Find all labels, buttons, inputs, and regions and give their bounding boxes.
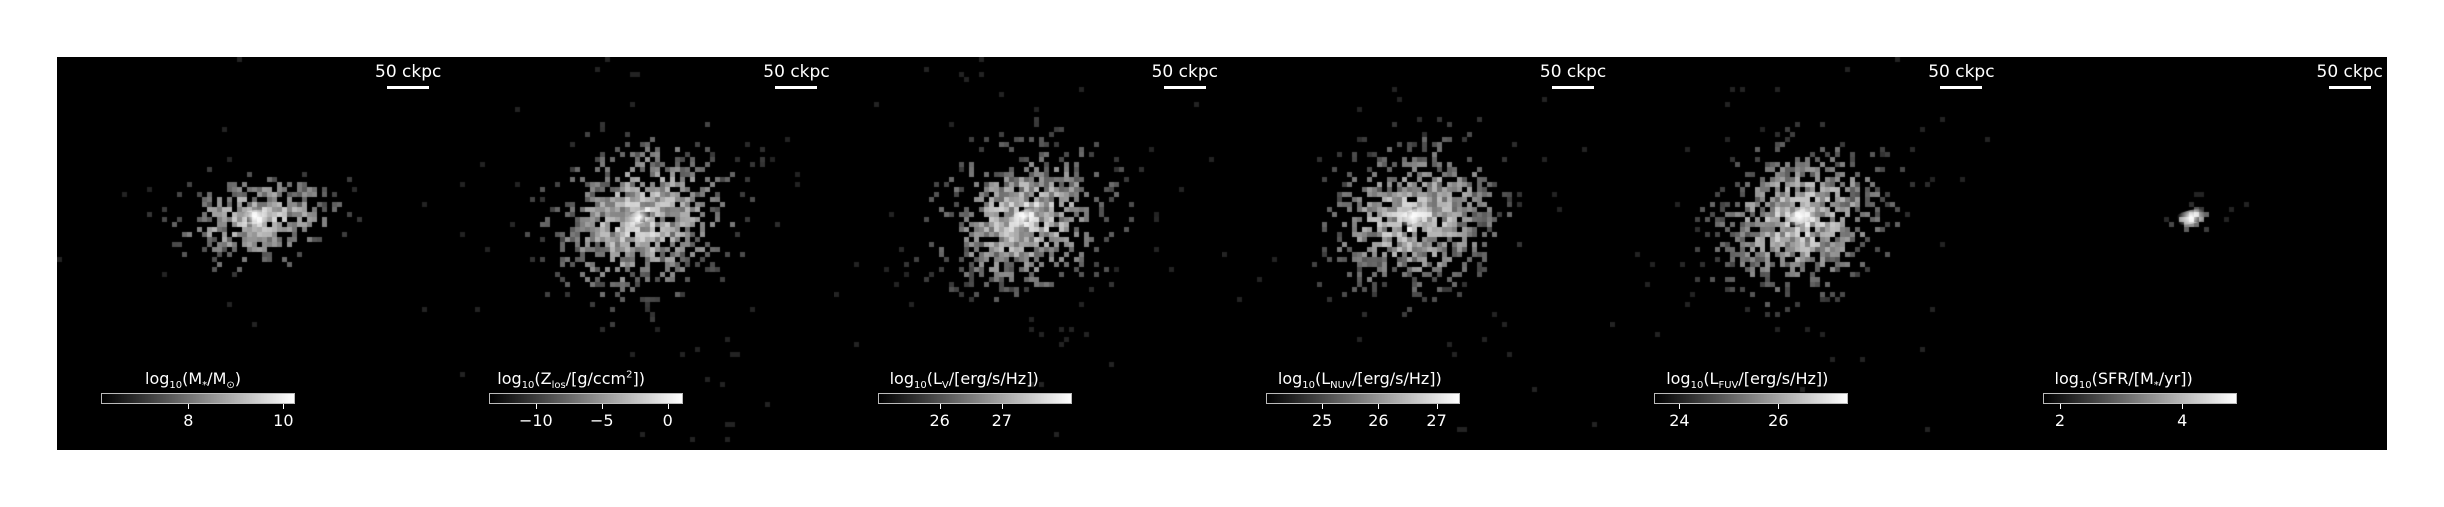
colorbar-tick [1378,404,1380,409]
scale-bar-label: 50 ckpc [1928,62,1995,82]
galaxy-pixel-map [1998,57,2387,450]
colorbar [1265,393,1460,404]
colorbar-label: log10(LFUV/[erg/s/Hz]) [1666,369,1829,392]
colorbar-label: log10(M*/M⊙) [145,369,242,392]
colorbar-tick [1679,404,1681,409]
colorbar-tick [1436,404,1438,409]
colorbar-tick [535,404,537,409]
colorbar-tick-label: 0 [662,411,673,430]
colorbar-tick-label: 26 [929,411,950,430]
colorbar [2042,393,2237,404]
scale-bar [2328,86,2371,89]
colorbar-tick-label: 27 [991,411,1012,430]
scale-bar [387,86,429,89]
colorbar-tick [667,404,669,409]
colorbar-tick [939,404,941,409]
colorbar [877,393,1072,404]
colorbar-tick [2182,404,2184,409]
galaxy-map-strip: 50 ckpc log10(M*/M⊙) 8 10 50 ckpc log10(Zlos/… [57,57,2387,450]
colorbar-tick-label: 8 [183,411,194,430]
colorbar-label: log10(LV/[erg/s/Hz]) [889,369,1039,392]
colorbar-tick-label: 25 [1311,411,1333,430]
galaxy-pixel-map [1610,57,1999,450]
map-panel-stellar-mass: 50 ckpc log10(M*/M⊙) 8 10 [57,57,445,450]
colorbar-tick [1001,404,1003,409]
colorbar-tick [188,404,190,409]
scale-bar-label: 50 ckpc [763,62,830,82]
scale-bar [1551,86,1594,89]
colorbar-tick-label: −10 [518,411,553,430]
colorbar-tick-label: −5 [590,411,614,430]
colorbar-tick-label: 27 [1426,411,1447,430]
colorbar [489,393,684,404]
colorbar [101,393,295,404]
scale-bar [1940,86,1983,89]
scale-bar [775,86,818,89]
colorbar-tick-label: 26 [1768,411,1789,430]
map-panel-nuv-luminosity: 50 ckpc log10(LNUV/[erg/s/Hz]) 25 26 27 [1221,57,1610,450]
colorbar-tick [1322,404,1324,409]
scale-bar-label: 50 ckpc [375,62,442,82]
scale-bar-label: 50 ckpc [1539,62,1607,82]
scale-bar [1163,86,1206,89]
colorbar-tick-label: 26 [1368,411,1389,430]
colorbar-tick [283,404,285,409]
scale-bar-label: 50 ckpc [2316,62,2383,82]
map-panel-sfr: 50 ckpc log10(SFR/[M*/yr]) 2 4 [1998,57,2387,450]
galaxy-pixel-map [1221,57,1610,450]
colorbar-tick-label: 10 [273,411,294,430]
colorbar-tick [2059,404,2061,409]
galaxy-pixel-map [445,57,834,450]
map-panel-v-luminosity: 50 ckpc log10(LV/[erg/s/Hz]) 26 27 [833,57,1222,450]
colorbar-tick-label: 4 [2177,411,2188,430]
colorbar [1654,393,1849,404]
colorbar-tick-label: 24 [1669,411,1690,430]
colorbar-label: log10(Zlos/[g/ccm2]) [497,369,645,392]
colorbar-tick-label: 2 [2054,411,2066,430]
colorbar-tick [601,404,603,409]
colorbar-tick [1778,404,1780,409]
colorbar-label: log10(LNUV/[erg/s/Hz]) [1277,369,1442,392]
map-panel-fuv-luminosity: 50 ckpc log10(LFUV/[erg/s/Hz]) 24 26 [1610,57,1999,450]
galaxy-pixel-map [57,57,445,450]
galaxy-pixel-map [833,57,1222,450]
map-panel-metallicity: 50 ckpc log10(Zlos/[g/ccm2]) −10 −5 0 [445,57,834,450]
colorbar-label: log10(SFR/[M*/yr]) [2054,369,2193,392]
scale-bar-label: 50 ckpc [1151,62,1218,82]
